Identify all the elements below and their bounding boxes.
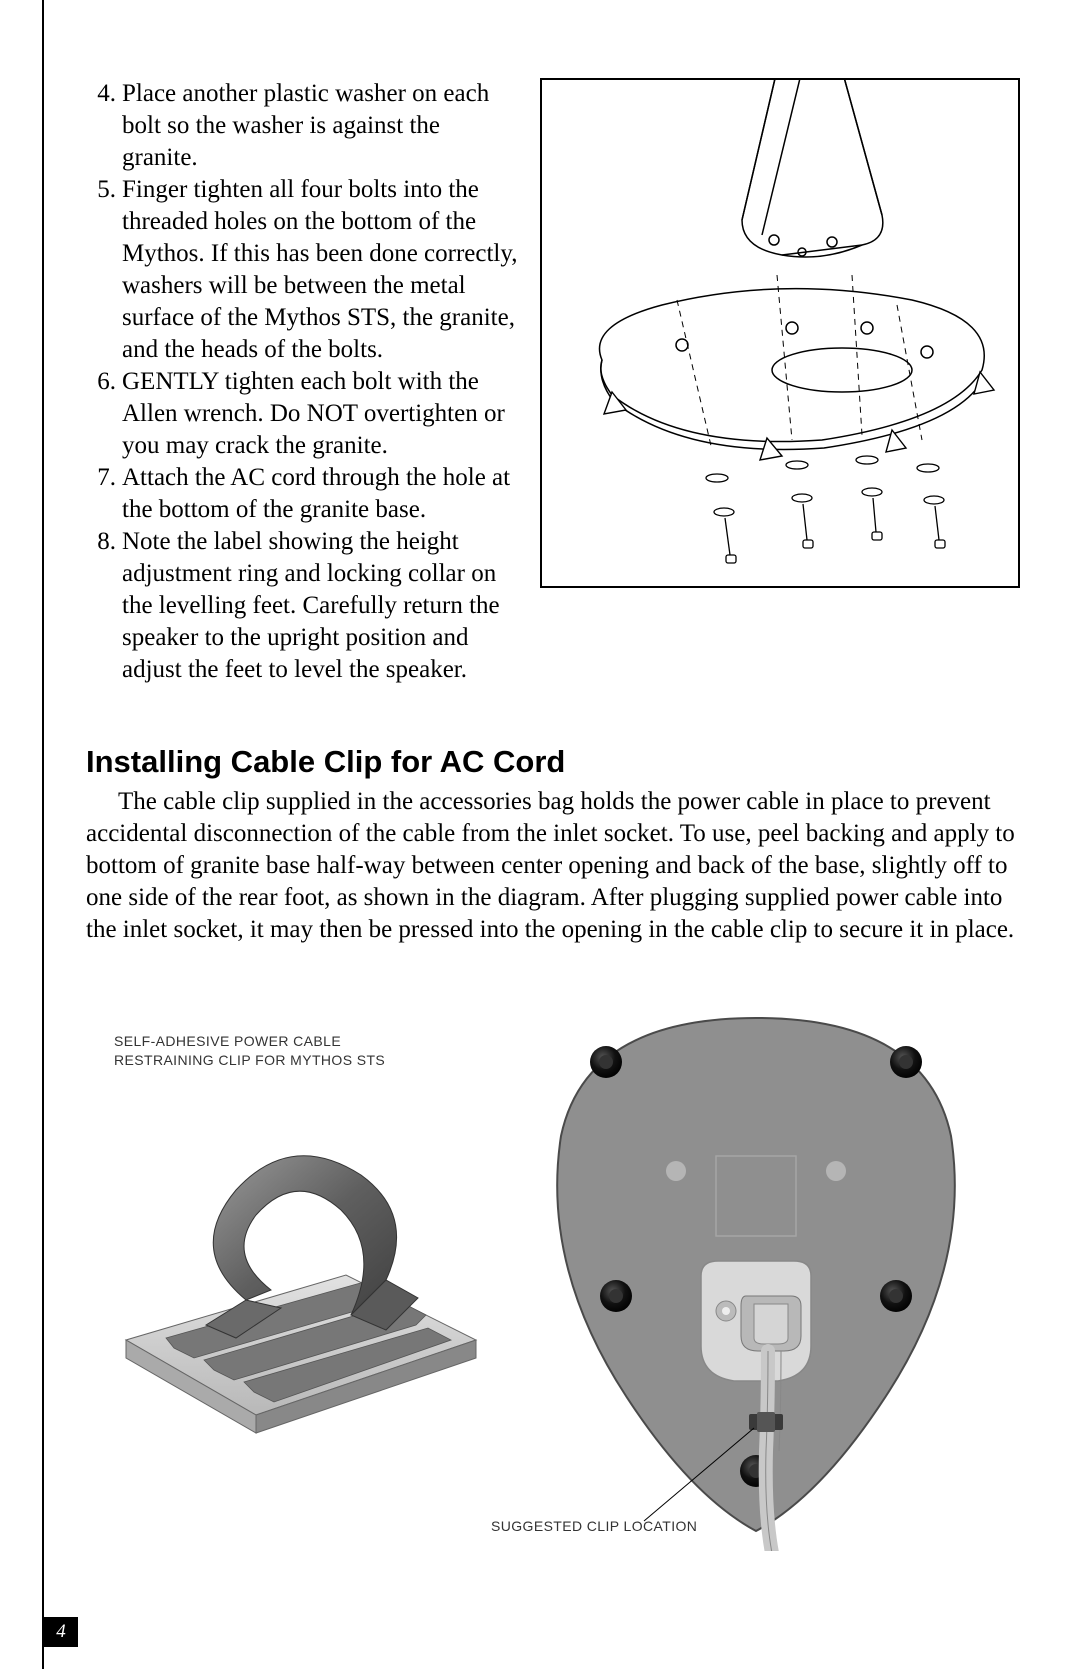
page-container: 4.Place another plastic washer on each b… (42, 0, 1080, 1669)
item-text: Note the label showing the height adjust… (122, 526, 520, 686)
item-text: GENTLY tighten each bolt with the Allen … (122, 366, 520, 462)
assembly-diagram (540, 78, 1020, 588)
clip-caption-line1: SELF-ADHESIVE POWER CABLE (114, 1033, 341, 1049)
instruction-list: 4.Place another plastic washer on each b… (86, 78, 520, 686)
item-number: 6. (86, 366, 116, 462)
base-bottom-column: SUGGESTED CLIP LOCATION (506, 1006, 1020, 1556)
item-text: Attach the AC cord through the hole at t… (122, 462, 520, 526)
instruction-item: 6.GENTLY tighten each bolt with the Alle… (86, 366, 520, 462)
item-number: 7. (86, 462, 116, 526)
instruction-item: 8.Note the label showing the height adju… (86, 526, 520, 686)
diagram-row: SELF-ADHESIVE POWER CABLE RESTRAINING CL… (86, 1006, 1020, 1556)
item-number: 5. (86, 174, 116, 366)
ordered-list: 4.Place another plastic washer on each b… (86, 78, 520, 686)
item-text: Finger tighten all four bolts into the t… (122, 174, 520, 366)
page-number: 4 (44, 1617, 78, 1647)
clip-caption-line2: RESTRAINING CLIP FOR MYTHOS STS (114, 1052, 385, 1068)
top-section: 4.Place another plastic washer on each b… (86, 78, 1020, 686)
clip-caption: SELF-ADHESIVE POWER CABLE RESTRAINING CL… (114, 1032, 506, 1070)
item-number: 8. (86, 526, 116, 686)
instruction-item: 7.Attach the AC cord through the hole at… (86, 462, 520, 526)
item-text: Place another plastic washer on each bol… (122, 78, 520, 174)
section-heading: Installing Cable Clip for AC Cord (86, 744, 1020, 780)
cable-clip-column: SELF-ADHESIVE POWER CABLE RESTRAINING CL… (86, 1006, 506, 1445)
cable-clip-svg (86, 1080, 486, 1440)
item-number: 4. (86, 78, 116, 174)
base-bottom-svg (506, 1006, 1006, 1551)
assembly-svg (542, 80, 1022, 590)
instruction-item: 5.Finger tighten all four bolts into the… (86, 174, 520, 366)
instruction-item: 4.Place another plastic washer on each b… (86, 78, 520, 174)
clip-location-label: SUGGESTED CLIP LOCATION (491, 1518, 697, 1534)
body-paragraph: The cable clip supplied in the accessori… (86, 786, 1020, 946)
content-area: 4.Place another plastic washer on each b… (44, 0, 1080, 1556)
